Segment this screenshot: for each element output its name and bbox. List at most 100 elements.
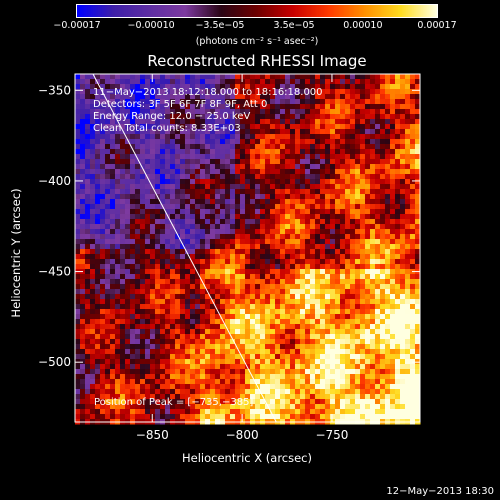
heatmap-cell [210,354,216,360]
heatmap-cell [95,384,101,390]
heatmap-cell [350,134,356,140]
heatmap-cell [270,94,276,100]
heatmap-cell [380,259,386,265]
heatmap-cell [340,304,346,310]
heatmap-cell [170,219,176,225]
heatmap-cell [360,404,366,410]
heatmap-cell [110,149,116,155]
heatmap-cell [80,374,86,380]
heatmap-cell [315,84,321,90]
heatmap-cell [355,389,361,395]
heatmap-cell [175,299,181,305]
heatmap-cell [400,289,406,295]
heatmap-cell [230,339,236,345]
heatmap-cell [365,199,371,205]
heatmap-cell [360,364,366,370]
heatmap-cell [225,184,231,190]
heatmap-cell [80,324,86,330]
heatmap-cell [355,219,361,225]
heatmap-cell [160,229,166,235]
heatmap-cell [405,99,411,105]
heatmap-cell [280,74,286,80]
heatmap-cell [400,199,406,205]
heatmap-cell [390,184,396,190]
heatmap-cell [215,304,221,310]
heatmap-cell [295,249,301,255]
heatmap-cell [335,179,341,185]
heatmap-cell [210,324,216,330]
heatmap-cell [280,409,286,415]
heatmap-cell [405,364,411,370]
heatmap-cell [315,119,321,125]
heatmap-cell [90,249,96,255]
heatmap-cell [395,239,401,245]
heatmap-cell [265,139,271,145]
heatmap-cell [285,399,291,405]
heatmap-cell [240,369,246,375]
heatmap-cell [265,89,271,95]
heatmap-cell [415,144,421,150]
heatmap-cell [305,319,311,325]
heatmap-cell [330,144,336,150]
heatmap-cell [210,84,216,90]
heatmap-cell [335,254,341,260]
heatmap-cell [155,394,161,400]
heatmap-cell [265,309,271,315]
heatmap-cell [170,364,176,370]
heatmap-cell [355,364,361,370]
heatmap-cell [140,394,146,400]
heatmap-cell [275,219,281,225]
heatmap-cell [385,229,391,235]
heatmap-cell [340,314,346,320]
heatmap-cell [330,159,336,165]
heatmap-cell [175,274,181,280]
heatmap-cell [400,259,406,265]
heatmap-cell [180,99,186,105]
heatmap-cell [105,294,111,300]
heatmap-cell [300,209,306,215]
heatmap-cell [345,109,351,115]
heatmap-cell [90,94,96,100]
heatmap-cell [180,384,186,390]
heatmap-cell [270,109,276,115]
heatmap-cell [120,369,126,375]
heatmap-cell [235,169,241,175]
heatmap-cell [295,394,301,400]
heatmap-cell [295,199,301,205]
heatmap-cell [405,264,411,270]
heatmap-cell [375,169,381,175]
heatmap-cell [310,379,316,385]
heatmap-cell [300,159,306,165]
heatmap-cell [190,209,196,215]
heatmap-cell [140,134,146,140]
heatmap-cell [280,194,286,200]
heatmap-cell [285,269,291,275]
heatmap-cell [300,284,306,290]
heatmap-cell [120,359,126,365]
heatmap-cell [295,299,301,305]
heatmap-cell [85,114,91,120]
heatmap-cell [370,249,376,255]
heatmap-cell [240,124,246,130]
heatmap-cell [120,214,126,220]
heatmap-cell [270,224,276,230]
heatmap-cell [270,214,276,220]
heatmap-cell [360,124,366,130]
heatmap-cell [390,264,396,270]
heatmap-cell [390,249,396,255]
heatmap-cell [250,109,256,115]
heatmap-cell [330,259,336,265]
heatmap-cell [315,199,321,205]
heatmap-cell [200,359,206,365]
heatmap-cell [120,339,126,345]
heatmap-cell [130,309,136,315]
heatmap-cell [295,284,301,290]
heatmap-cell [150,129,156,135]
heatmap-cell [295,84,301,90]
heatmap-cell [145,79,151,85]
heatmap-cell [340,344,346,350]
heatmap-cell [215,364,221,370]
heatmap-cell [215,259,221,265]
heatmap-cell [305,189,311,195]
heatmap-cell [375,259,381,265]
